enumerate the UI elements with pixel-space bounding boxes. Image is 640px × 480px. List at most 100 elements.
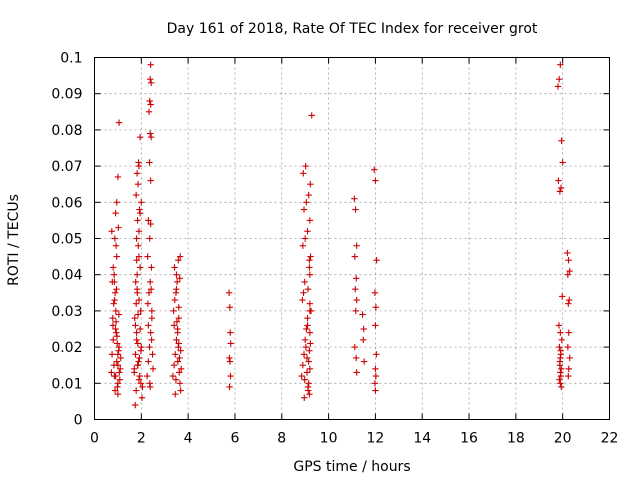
data-point	[149, 365, 157, 373]
data-point	[172, 390, 179, 398]
data-point	[352, 285, 359, 293]
data-point	[146, 97, 153, 105]
data-point	[110, 336, 117, 344]
data-point	[226, 383, 233, 391]
data-point	[176, 354, 183, 362]
data-point	[226, 354, 233, 362]
x-tick-label: 6	[230, 431, 239, 447]
y-tick-label: 0.01	[51, 376, 82, 392]
data-point	[109, 322, 117, 329]
data-point	[174, 329, 181, 336]
data-point	[137, 347, 145, 354]
data-point	[175, 314, 182, 322]
data-point	[557, 184, 565, 192]
data-point	[306, 307, 314, 315]
data-point	[302, 162, 309, 170]
data-point	[566, 296, 573, 304]
data-point	[138, 199, 145, 206]
data-point	[114, 383, 121, 391]
data-point	[303, 354, 311, 362]
data-point	[143, 372, 151, 380]
data-point	[148, 314, 156, 322]
data-point	[115, 224, 122, 231]
data-point	[147, 79, 155, 87]
data-point	[171, 296, 178, 304]
data-point	[110, 271, 118, 278]
data-point	[306, 217, 314, 224]
data-point	[565, 300, 572, 307]
data-point	[148, 307, 156, 315]
data-point	[304, 228, 311, 235]
data-point	[304, 314, 311, 322]
data-point	[114, 173, 122, 181]
data-point	[135, 376, 143, 383]
data-point	[148, 264, 155, 271]
data-point	[175, 304, 182, 311]
data-point	[134, 311, 142, 318]
data-point	[372, 304, 380, 311]
y-tick-label: 0.02	[51, 340, 82, 356]
x-axis-label: GPS time / hours	[293, 459, 410, 475]
data-point	[147, 177, 154, 184]
data-point	[305, 191, 312, 199]
data-point	[147, 220, 154, 228]
x-tick-label: 14	[413, 431, 431, 447]
data-point	[172, 351, 179, 358]
data-point	[565, 372, 572, 380]
data-point	[174, 358, 182, 365]
data-point	[113, 199, 120, 206]
data-point	[112, 209, 119, 217]
y-tick-label: 0.09	[51, 87, 82, 103]
data-point	[558, 137, 565, 144]
data-point	[170, 362, 178, 369]
data-point	[557, 372, 565, 380]
data-point	[353, 275, 360, 282]
data-point	[299, 242, 307, 249]
data-point	[108, 369, 115, 376]
data-point	[372, 372, 380, 380]
data-point	[556, 362, 564, 369]
data-point	[133, 170, 141, 177]
data-point	[300, 351, 308, 358]
data-point	[112, 372, 119, 380]
data-point	[170, 307, 177, 315]
y-tick-label: 0.05	[51, 232, 82, 248]
data-point	[306, 300, 314, 307]
data-point	[554, 83, 562, 90]
data-point	[564, 249, 571, 257]
data-point	[111, 278, 118, 286]
data-point	[351, 195, 358, 202]
data-point	[566, 354, 573, 362]
data-point	[303, 369, 311, 376]
data-point	[147, 133, 155, 141]
data-point	[307, 253, 314, 260]
data-point	[304, 322, 311, 329]
data-point	[132, 351, 139, 358]
data-point	[306, 347, 313, 354]
data-point	[116, 376, 123, 383]
data-point	[116, 369, 123, 376]
data-point	[147, 285, 155, 293]
data-point	[149, 351, 156, 358]
data-point	[299, 296, 306, 304]
data-point	[117, 354, 124, 362]
data-point	[176, 275, 183, 282]
data-point	[372, 322, 379, 329]
data-point	[306, 257, 313, 264]
data-point	[300, 289, 307, 296]
data-point	[353, 369, 360, 376]
data-point	[557, 380, 564, 387]
data-point	[147, 101, 154, 108]
data-point	[175, 340, 182, 347]
data-point	[557, 347, 565, 354]
data-point	[173, 285, 180, 293]
data-point	[115, 119, 123, 126]
x-tick-label: 22	[601, 431, 619, 447]
data-point	[114, 351, 122, 358]
data-point	[133, 271, 141, 278]
data-point	[372, 177, 379, 184]
data-point	[300, 170, 307, 177]
data-point	[113, 329, 120, 336]
data-point	[145, 322, 152, 329]
data-point	[306, 329, 314, 336]
